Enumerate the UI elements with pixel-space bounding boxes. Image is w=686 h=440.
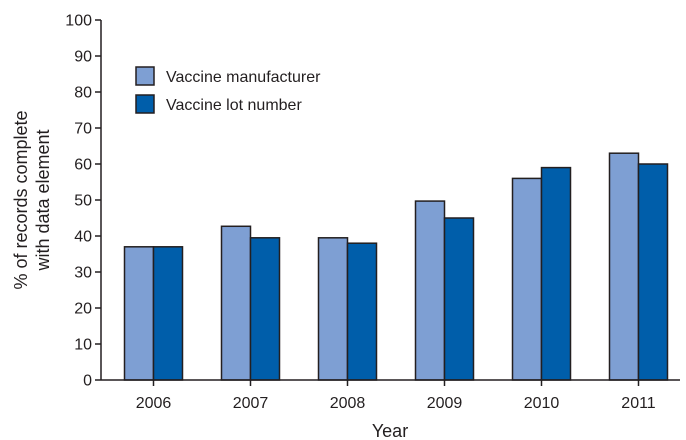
y-tick-label: 0 [83,373,92,390]
bar-manufacturer-2011 [608,152,640,381]
y-tick-label: 20 [74,301,92,318]
bar-manufacturer-2007 [220,225,252,381]
bar-lot-number-2010 [540,166,572,381]
bar-manufacturer-2009 [414,200,446,381]
bar-manufacturer-2010 [511,177,543,381]
y-tick-label: 50 [74,193,92,210]
bar-lot-number-2006 [152,246,184,381]
x-tick-label: 2007 [233,395,269,412]
y-tick-label: 80 [74,85,92,102]
bars [123,152,669,381]
y-tick-label: 30 [74,265,92,282]
y-axis-title-line-1: % of records complete [11,110,31,289]
x-tick-label: 2008 [330,395,366,412]
y-axis-title-line-2: with data element [33,129,53,271]
bar-manufacturer-2008 [317,237,349,381]
y-tick-label: 100 [65,13,92,30]
y-tick-label: 10 [74,337,92,354]
y-axis-ticks: 0 10 20 30 40 50 60 70 80 90 100 [65,13,101,390]
x-tick-label: 2009 [427,395,463,412]
x-axis-ticks: 2006 2007 2008 2009 2010 2011 [136,380,656,412]
x-tick-label: 2006 [136,395,172,412]
legend-swatch-lot-number [135,94,155,114]
legend-swatch-manufacturer [135,66,155,86]
bar-lot-number-2011 [637,163,669,381]
x-axis-title: Year [372,421,408,440]
legend: Vaccine manufacturer Vaccine lot number [135,66,321,114]
x-tick-label: 2010 [524,395,560,412]
y-tick-label: 60 [74,157,92,174]
y-tick-label: 40 [74,229,92,246]
bar-lot-number-2008 [346,242,378,381]
y-tick-label: 70 [74,121,92,138]
bar-manufacturer-2006 [123,246,155,381]
x-tick-label: 2011 [621,395,656,412]
legend-label-lot-number: Vaccine lot number [166,97,302,114]
bar-lot-number-2009 [443,217,475,381]
y-tick-label: 90 [74,49,92,66]
legend-label-manufacturer: Vaccine manufacturer [166,69,321,86]
bar-lot-number-2007 [249,237,281,381]
